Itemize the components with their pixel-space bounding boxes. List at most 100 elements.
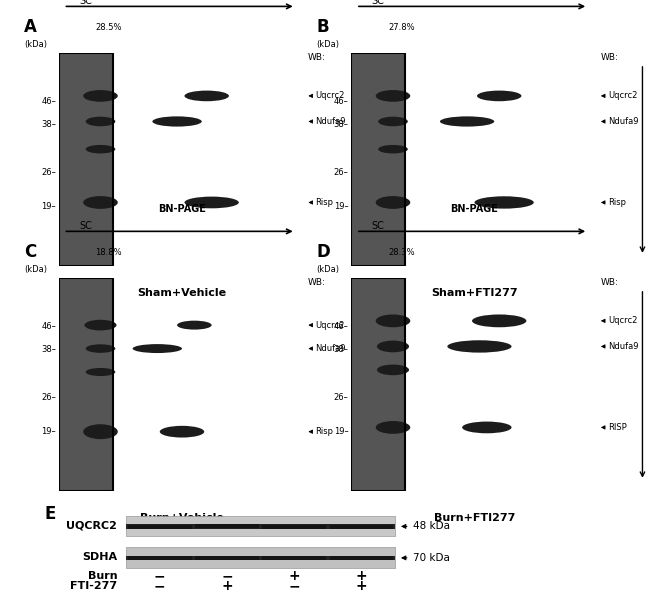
Text: SC: SC xyxy=(79,0,92,7)
Text: 27.8%: 27.8% xyxy=(388,23,415,32)
Bar xyxy=(351,53,406,266)
Text: E: E xyxy=(44,505,56,523)
Text: −: − xyxy=(221,569,233,583)
Bar xyxy=(195,525,259,528)
Ellipse shape xyxy=(377,365,409,375)
Text: RISP: RISP xyxy=(608,423,627,432)
Ellipse shape xyxy=(477,91,521,101)
Ellipse shape xyxy=(377,340,409,352)
Text: Uqcrc2: Uqcrc2 xyxy=(608,91,637,101)
Ellipse shape xyxy=(462,422,512,433)
Bar xyxy=(263,556,326,560)
Text: Risp: Risp xyxy=(608,198,626,207)
Ellipse shape xyxy=(86,145,115,153)
Text: 38–: 38– xyxy=(333,120,348,129)
Bar xyxy=(58,53,113,266)
Text: 26–: 26– xyxy=(41,168,56,177)
Text: Sham+Vehicle: Sham+Vehicle xyxy=(137,288,227,298)
Bar xyxy=(128,556,192,560)
Ellipse shape xyxy=(152,117,202,127)
Text: +: + xyxy=(221,579,233,592)
Text: SC: SC xyxy=(372,0,385,7)
Ellipse shape xyxy=(447,340,512,353)
Text: Burn+Vehicle: Burn+Vehicle xyxy=(140,513,224,523)
Ellipse shape xyxy=(177,321,212,330)
Text: 46–: 46– xyxy=(41,96,56,106)
Bar xyxy=(351,278,406,491)
Text: Burn+FTI277: Burn+FTI277 xyxy=(434,513,515,523)
Text: 46–: 46– xyxy=(41,321,56,331)
Text: WB:: WB: xyxy=(308,53,326,62)
Text: Uqcrc2: Uqcrc2 xyxy=(608,316,637,326)
Text: 19–: 19– xyxy=(42,202,56,211)
Bar xyxy=(126,556,395,561)
Ellipse shape xyxy=(474,197,534,208)
Text: 28.3%: 28.3% xyxy=(388,248,415,257)
Ellipse shape xyxy=(376,421,410,434)
Text: −: − xyxy=(289,579,300,592)
Ellipse shape xyxy=(86,117,115,126)
Text: Risp: Risp xyxy=(315,198,333,207)
Bar xyxy=(126,547,395,568)
Ellipse shape xyxy=(378,145,408,153)
Text: Burn: Burn xyxy=(88,571,118,581)
Ellipse shape xyxy=(472,314,526,327)
Bar xyxy=(195,556,259,560)
Text: C: C xyxy=(24,243,36,261)
Text: A: A xyxy=(24,18,37,36)
Text: Sham+FTI277: Sham+FTI277 xyxy=(431,288,518,298)
Ellipse shape xyxy=(185,91,229,101)
Text: Ndufa9: Ndufa9 xyxy=(315,117,346,126)
Text: Ndufa9: Ndufa9 xyxy=(608,117,638,126)
Text: 19–: 19– xyxy=(334,427,348,436)
Text: WB:: WB: xyxy=(601,278,618,287)
Ellipse shape xyxy=(83,424,118,439)
Ellipse shape xyxy=(376,90,410,102)
Text: WB:: WB: xyxy=(601,53,618,62)
Ellipse shape xyxy=(376,196,410,209)
Text: 38–: 38– xyxy=(333,345,348,354)
Ellipse shape xyxy=(86,368,115,376)
Text: 18.8%: 18.8% xyxy=(96,248,122,257)
Text: 38–: 38– xyxy=(41,120,56,129)
Text: 70 kDa: 70 kDa xyxy=(413,553,450,563)
Text: SC: SC xyxy=(79,221,92,231)
Text: −: − xyxy=(154,569,166,583)
Bar xyxy=(126,525,395,529)
Text: UQCRC2: UQCRC2 xyxy=(66,521,118,531)
Text: +: + xyxy=(289,569,300,583)
Ellipse shape xyxy=(160,426,204,437)
Text: Ndufa9: Ndufa9 xyxy=(608,342,638,351)
Ellipse shape xyxy=(133,344,182,353)
Ellipse shape xyxy=(83,90,118,102)
Text: +: + xyxy=(356,579,367,592)
Text: D: D xyxy=(317,243,330,261)
Bar xyxy=(351,278,406,491)
Bar xyxy=(58,53,113,266)
Text: (kDa): (kDa) xyxy=(24,265,47,274)
Ellipse shape xyxy=(376,314,410,327)
Text: 28.5%: 28.5% xyxy=(96,23,122,32)
Text: Uqcrc2: Uqcrc2 xyxy=(315,321,344,330)
Text: (kDa): (kDa) xyxy=(317,265,339,274)
Ellipse shape xyxy=(83,196,118,209)
Text: 38–: 38– xyxy=(41,345,56,354)
Text: +: + xyxy=(356,569,367,583)
Bar xyxy=(128,525,192,529)
Text: Uqcrc2: Uqcrc2 xyxy=(315,91,344,101)
Text: B: B xyxy=(317,18,329,36)
Text: 46–: 46– xyxy=(333,321,348,331)
Bar xyxy=(126,516,395,536)
Text: SC: SC xyxy=(372,221,385,231)
Bar xyxy=(330,525,393,529)
Text: SDHA: SDHA xyxy=(82,552,118,562)
Text: 26–: 26– xyxy=(333,393,348,402)
Ellipse shape xyxy=(185,197,239,208)
Ellipse shape xyxy=(84,320,116,330)
Text: 46–: 46– xyxy=(333,96,348,106)
Bar xyxy=(330,556,393,560)
Text: Risp: Risp xyxy=(315,427,333,436)
Text: (kDa): (kDa) xyxy=(317,40,339,49)
Bar xyxy=(58,278,113,491)
Bar xyxy=(58,278,113,491)
